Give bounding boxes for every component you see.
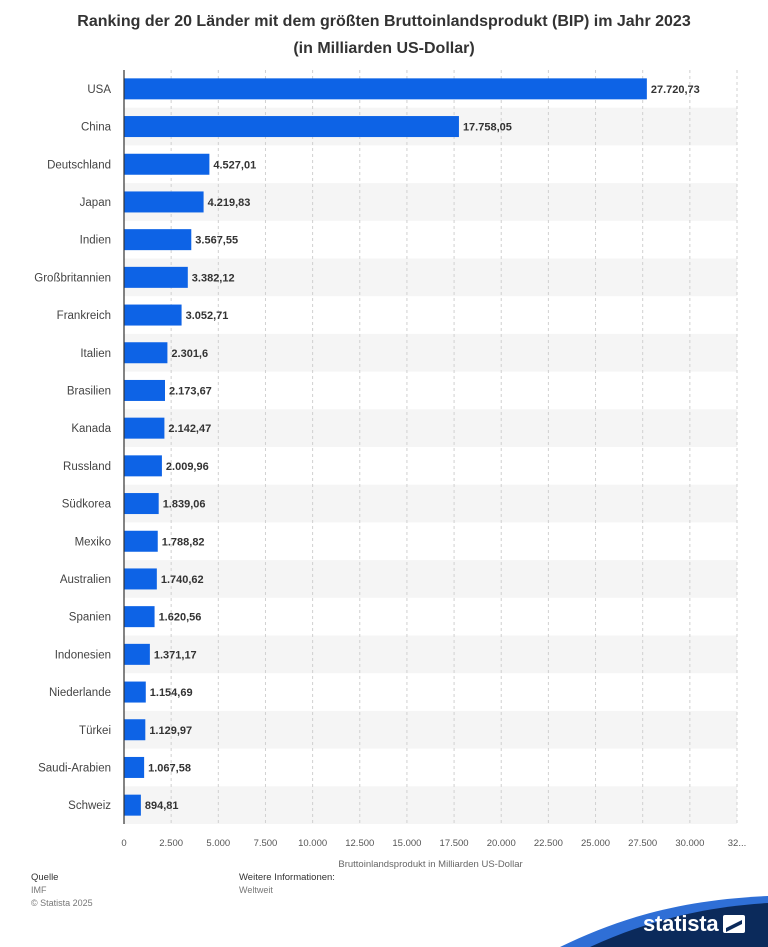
data-label: 2.009,96 (166, 461, 209, 473)
row-stripe (124, 183, 737, 221)
data-label: 1.839,06 (163, 499, 206, 511)
row-stripe (124, 258, 737, 297)
x-tick-label: 2.500 (159, 838, 183, 849)
x-tick-label: 10.000 (298, 838, 327, 849)
bar (124, 229, 192, 251)
category-label: USA (87, 84, 111, 96)
x-tick-label: 0 (121, 838, 126, 849)
bar (124, 266, 188, 288)
copyright-text: © Statista 2025 (31, 898, 93, 908)
data-label: 1.129,97 (149, 725, 192, 737)
chart-title-line1: Ranking der 20 Länder mit dem größten Br… (77, 13, 691, 30)
category-label: Frankreich (57, 310, 111, 322)
x-tick-label: 30.000 (675, 838, 704, 849)
x-tick-label: 27.500 (628, 838, 657, 849)
x-tick-label: 20.000 (487, 838, 516, 849)
bar (124, 493, 159, 515)
row-stripe (124, 710, 737, 749)
bar (124, 756, 145, 778)
x-tick-label: 22.500 (534, 838, 563, 849)
category-label: Saudi-Arabien (38, 762, 111, 774)
category-label: Türkei (79, 725, 111, 737)
x-tick-label: 12.500 (345, 838, 374, 849)
statista-logo-icon[interactable] (723, 915, 745, 933)
data-label: 1.154,69 (150, 687, 193, 699)
category-label: Großbritannien (34, 272, 111, 284)
bar-chart: USA 27.720,73 China 17.758,05 Deutschland 4.5… (34, 70, 747, 870)
x-tick-label: 17.500 (440, 838, 469, 849)
row-stripe (124, 333, 737, 372)
bar (124, 417, 165, 439)
category-label: Deutschland (47, 159, 111, 171)
x-tick-label: 25.000 (581, 838, 610, 849)
data-label: 3.052,71 (186, 310, 229, 322)
bar (124, 342, 168, 364)
bar (124, 643, 150, 665)
row-stripe (124, 484, 737, 523)
category-label: China (81, 122, 112, 134)
x-tick-label: 15.000 (392, 838, 421, 849)
chart-title: Ranking der 20 Länder mit dem größten Br… (0, 8, 768, 62)
category-label: Kanada (71, 423, 111, 435)
data-label: 27.720,73 (651, 84, 700, 96)
category-label: Spanien (69, 612, 111, 624)
data-label: 2.301,6 (171, 348, 208, 360)
x-axis-title: Bruttoinlandsprodukt in Milliarden US-Do… (338, 859, 522, 870)
bar (124, 455, 162, 477)
x-tick-label: 7.500 (254, 838, 278, 849)
bar (124, 304, 182, 326)
data-label: 17.758,05 (463, 122, 512, 134)
category-label: Schweiz (68, 800, 111, 812)
data-label: 2.173,67 (169, 385, 212, 397)
category-label: Niederlande (49, 687, 111, 699)
data-label: 4.219,83 (208, 197, 251, 209)
bar (124, 78, 647, 100)
bar (124, 568, 157, 590)
data-label: 4.527,01 (213, 159, 256, 171)
data-label: 1.620,56 (159, 612, 202, 624)
category-label: Brasilien (67, 385, 111, 397)
bar (124, 719, 146, 741)
statista-logo-text[interactable]: statista (643, 911, 719, 936)
x-tick-label: 5.000 (206, 838, 230, 849)
row-stripe (124, 560, 737, 598)
bar (124, 191, 204, 213)
data-label: 1.788,82 (162, 536, 205, 548)
bar (124, 116, 459, 138)
data-label: 2.142,47 (168, 423, 211, 435)
bar (124, 379, 165, 401)
data-label: 1.371,17 (154, 649, 197, 661)
row-stripe (124, 409, 737, 447)
category-label: Mexiko (75, 536, 111, 548)
chart-title-line2: (in Milliarden US-Dollar) (293, 40, 475, 57)
info-label: Weitere Informationen: (239, 872, 335, 883)
category-label: Russland (63, 461, 111, 473)
source-value: IMF (31, 885, 47, 895)
data-label: 1.740,62 (161, 574, 204, 586)
data-label: 3.382,12 (192, 272, 235, 284)
x-tick-label: 32... (728, 838, 747, 849)
bar (124, 681, 146, 703)
bar (124, 153, 210, 175)
category-label: Indonesien (55, 649, 111, 661)
category-label: Australien (60, 574, 111, 586)
source-label: Quelle (31, 872, 59, 883)
row-stripe (124, 786, 737, 824)
bar (124, 794, 141, 816)
data-label: 1.067,58 (148, 762, 191, 774)
category-label: Indien (80, 235, 111, 247)
category-label: Japan (80, 197, 111, 209)
category-label: Italien (80, 348, 111, 360)
row-stripe (124, 635, 737, 674)
data-label: 894,81 (145, 800, 179, 812)
category-label: Südkorea (62, 499, 112, 511)
bar (124, 606, 155, 628)
info-value: Weltweit (239, 885, 273, 895)
data-label: 3.567,55 (195, 235, 238, 247)
bar (124, 530, 158, 552)
